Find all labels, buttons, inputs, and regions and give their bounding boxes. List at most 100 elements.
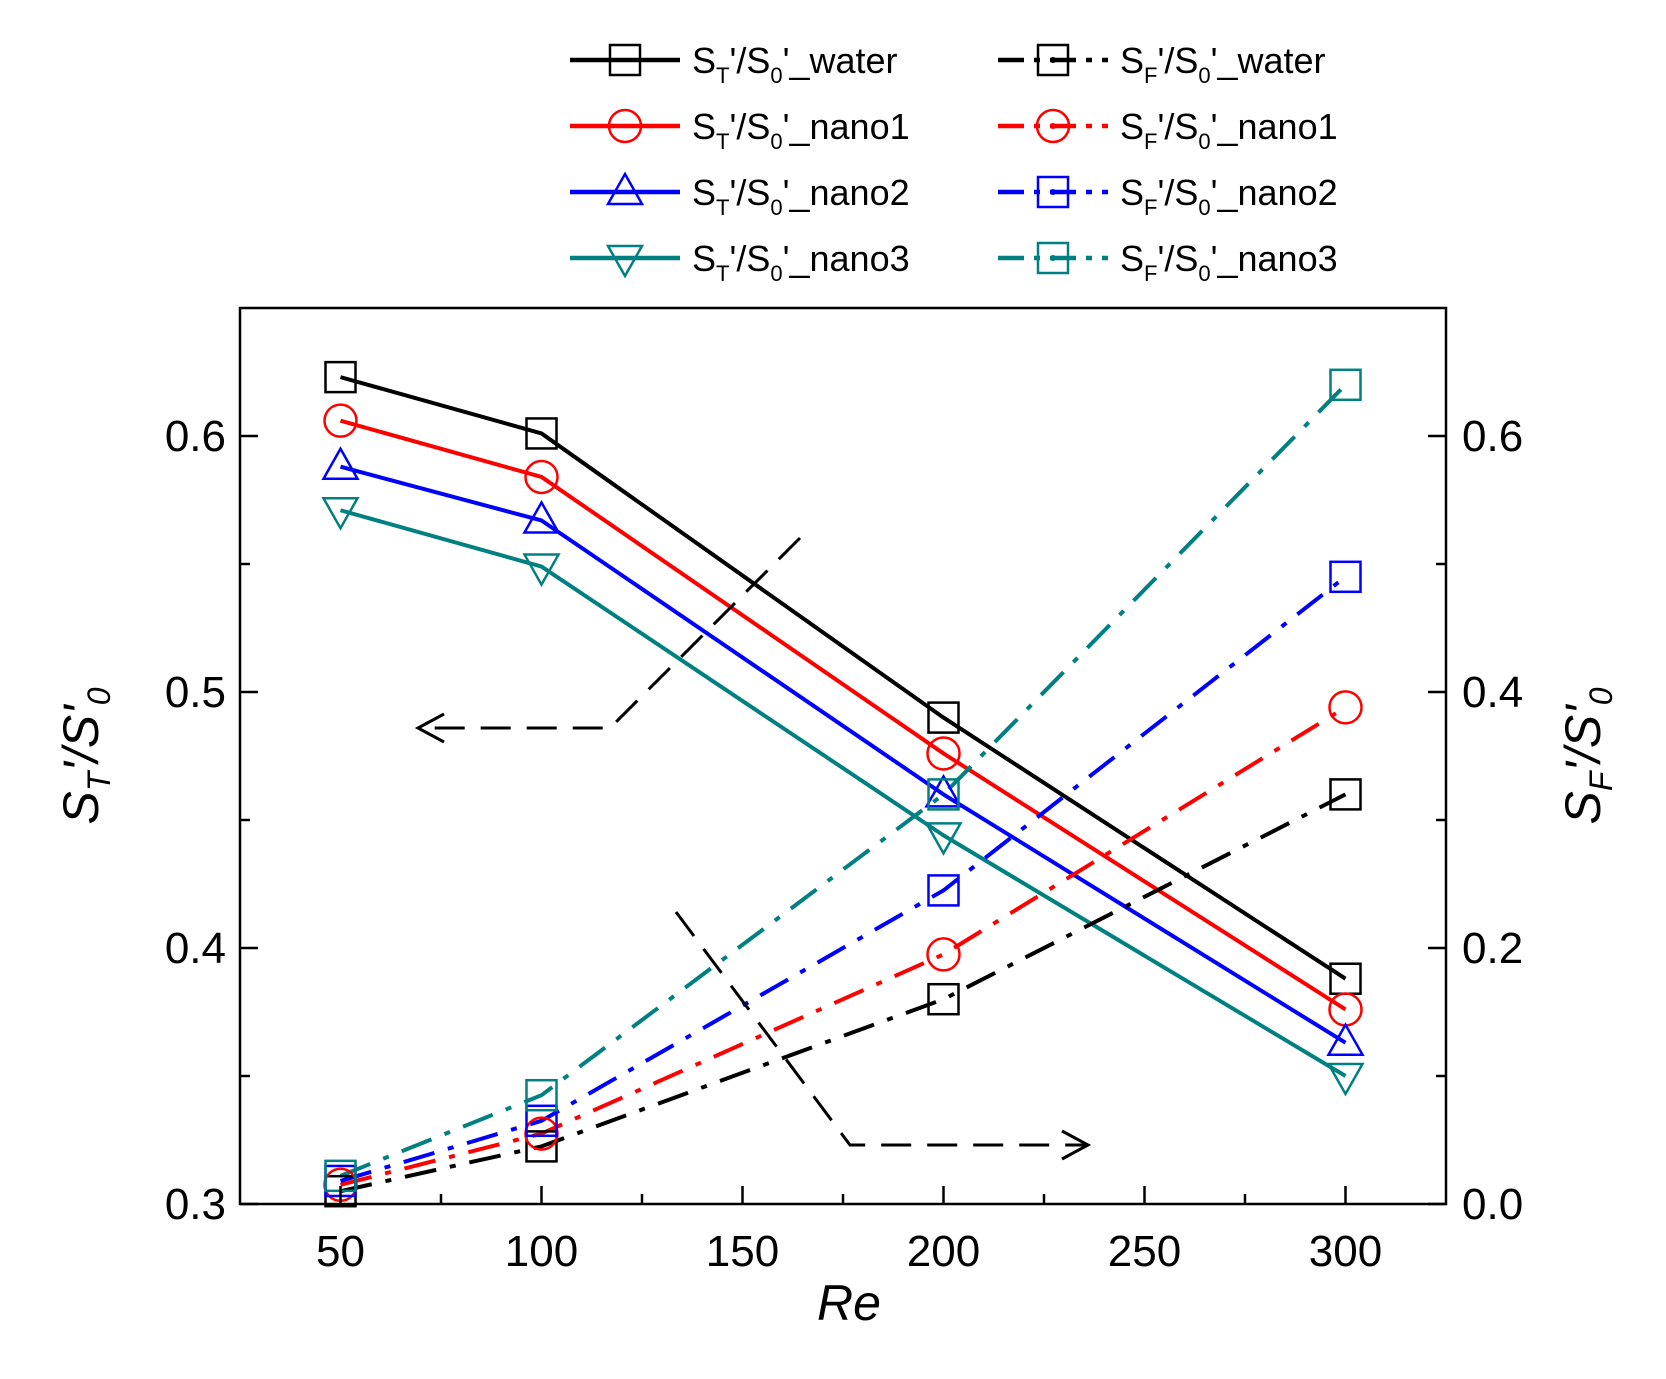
y-right-tick-label: 0.4 (1462, 668, 1523, 717)
marker-square (927, 701, 960, 734)
legend-item-0: ST'/S0'_water (570, 40, 898, 88)
right-axis-arrow-line (674, 911, 1085, 1147)
data-point-s6-3 (1329, 560, 1362, 594)
marker-square (525, 1104, 558, 1138)
marker-triangle-up (522, 499, 561, 534)
marker-square (1036, 175, 1070, 209)
legend-label: SF'/S0'_nano3 (1120, 238, 1338, 286)
data-point-s6-2 (927, 874, 960, 907)
data-point-s4-2 (927, 982, 960, 1016)
data-point-s6-1 (525, 1104, 558, 1138)
marker-circle (323, 403, 358, 438)
marker-square (525, 417, 558, 450)
data-point-s0-0 (324, 360, 357, 394)
y-axis-title-text: SF'/S'0 (1555, 687, 1619, 824)
marker-square (1036, 43, 1070, 77)
series-line-6 (339, 575, 1347, 1183)
marker-triangle-down (924, 822, 963, 856)
legend-marker (607, 108, 643, 144)
x-tick-label: 200 (907, 1227, 980, 1276)
data-point-s7-3 (1329, 368, 1362, 402)
data-point-s2-1 (522, 499, 561, 534)
marker-square (927, 778, 960, 811)
legend-item-2: ST'/S0'_nano2 (570, 171, 910, 220)
y-axis-title-right: SF'/S'0 (1555, 687, 1619, 824)
data-point-s5-3 (1328, 690, 1363, 725)
y-left-tick-label: 0.3 (165, 1180, 226, 1229)
data-point-s0-1 (525, 417, 558, 450)
marker-triangle-down (321, 496, 360, 531)
x-tick-label: 150 (706, 1227, 779, 1276)
marker-triangle-up (321, 446, 360, 480)
marker-triangle-up (924, 773, 963, 808)
data-point-s7-1 (525, 1078, 558, 1112)
right-axis-arrow-head (1061, 1129, 1092, 1161)
marker-square (525, 1078, 558, 1112)
plot-area: 50 100 150 200 250 300 0.3 0.4 0.5 0.6 0.0 0.2 0.4 0.… (165, 306, 1523, 1276)
data-point-s2-0 (321, 446, 360, 480)
series-line-3 (339, 508, 1347, 1078)
data-point-s2-3 (1326, 1022, 1365, 1056)
y-right-tick-label: 0.2 (1462, 924, 1523, 973)
marker-circle (524, 459, 559, 495)
legend-marker (1036, 241, 1070, 275)
y-axis-title-text: ST'/S'0 (53, 687, 117, 824)
data-point-s5-2 (926, 937, 961, 972)
marker-square (1329, 368, 1362, 402)
y-axis-title-left: ST'/S'0 (53, 687, 117, 824)
legend-label: ST'/S0'_nano1 (692, 106, 910, 154)
marker-triangle-down (522, 553, 561, 588)
legend-label: ST'/S0'_water (692, 40, 898, 88)
y-right-tick-label: 0.0 (1462, 1180, 1523, 1229)
legend-item-6: SF'/S0'_nano2 (998, 172, 1338, 220)
marker-triangle-up (605, 171, 645, 206)
series-line-7 (339, 383, 1347, 1178)
data-point-s3-2 (924, 822, 963, 856)
x-tick-label: 250 (1108, 1227, 1181, 1276)
y-left-tick-label: 0.6 (165, 412, 226, 461)
series-line-5 (340, 705, 1347, 1187)
legend-label: ST'/S0'_nano3 (692, 238, 910, 286)
series-line-0 (339, 375, 1347, 981)
legend-item-3: ST'/S0'_nano3 (570, 238, 910, 286)
marker-center-dot (1050, 123, 1056, 129)
legend-label: SF'/S0'_water (1120, 40, 1326, 88)
y-right-tick-label: 0.6 (1462, 412, 1523, 461)
data-point-s3-0 (321, 496, 360, 531)
legend-marker (1036, 43, 1070, 77)
legend-item-1: ST'/S0'_nano1 (570, 106, 910, 154)
data-point-s1-0 (323, 403, 358, 438)
data-point-s3-3 (1326, 1062, 1365, 1097)
marker-circle (607, 108, 643, 144)
marker-circle (926, 736, 961, 771)
data-point-s7-2 (927, 778, 960, 811)
marker-square (608, 43, 642, 77)
marker-square (1329, 778, 1362, 811)
y-left-tick-label: 0.4 (165, 924, 226, 973)
legend: ST'/S0'_water ST'/S0'_nano1 ST'/S0'_nano2 S… (570, 40, 1338, 286)
legend-marker (1036, 175, 1070, 209)
x-tick-label: 100 (505, 1227, 578, 1276)
marker-circle (1328, 690, 1363, 725)
x-axis-title: Re (817, 1275, 881, 1331)
marker-center-dot (1050, 255, 1056, 261)
marker-center-dot (1050, 189, 1056, 195)
legend-marker (608, 43, 642, 77)
marker-square (324, 360, 357, 394)
data-point-s3-1 (522, 553, 561, 588)
x-tick-label: 50 (316, 1227, 365, 1276)
series-line-4 (340, 792, 1347, 1194)
y-left-tick-label: 0.5 (165, 668, 226, 717)
left-axis-arrow-head (414, 712, 445, 744)
marker-triangle-down (1326, 1062, 1365, 1097)
marker-circle (926, 937, 961, 972)
data-point-s4-3 (1329, 778, 1362, 811)
legend-item-7: SF'/S0'_nano3 (998, 238, 1338, 286)
marker-center-dot (1050, 57, 1056, 63)
legend-marker (605, 171, 645, 206)
legend-item-5: SF'/S0'_nano1 (998, 106, 1338, 154)
legend-label: SF'/S0'_nano2 (1120, 172, 1338, 220)
legend-item-4: SF'/S0'_water (998, 40, 1326, 88)
marker-triangle-down (605, 244, 645, 279)
